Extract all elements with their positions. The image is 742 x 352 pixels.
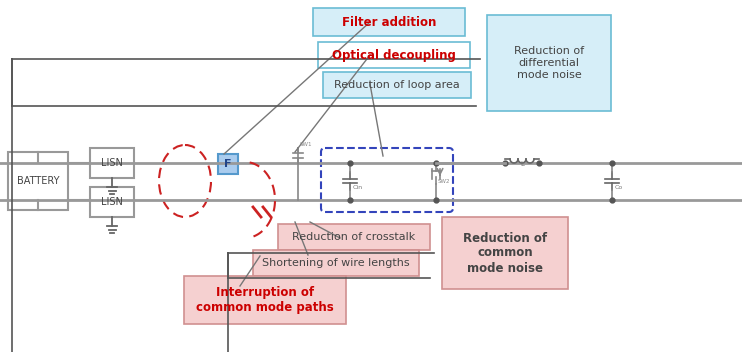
Text: L: L <box>520 161 524 167</box>
Text: Reduction of crosstalk: Reduction of crosstalk <box>292 232 416 242</box>
Text: Shortening of wire lengths: Shortening of wire lengths <box>262 258 410 268</box>
Text: Reduction of
differential
mode noise: Reduction of differential mode noise <box>514 46 584 80</box>
FancyBboxPatch shape <box>253 250 419 276</box>
Text: SW1: SW1 <box>300 142 312 147</box>
Text: Interruption of
common mode paths: Interruption of common mode paths <box>196 286 334 314</box>
FancyBboxPatch shape <box>8 152 68 210</box>
Text: BATTERY: BATTERY <box>17 176 59 186</box>
FancyBboxPatch shape <box>218 154 238 174</box>
FancyBboxPatch shape <box>278 224 430 250</box>
FancyBboxPatch shape <box>313 8 465 36</box>
FancyBboxPatch shape <box>442 217 568 289</box>
Text: LISN: LISN <box>101 197 123 207</box>
FancyBboxPatch shape <box>90 148 134 178</box>
Text: Filter addition: Filter addition <box>342 15 436 29</box>
Text: Co: Co <box>615 185 623 190</box>
Text: F: F <box>224 159 232 169</box>
FancyBboxPatch shape <box>323 72 471 98</box>
FancyBboxPatch shape <box>487 15 611 111</box>
Text: Reduction of loop area: Reduction of loop area <box>334 80 460 90</box>
Text: Optical decoupling: Optical decoupling <box>332 49 456 62</box>
FancyBboxPatch shape <box>318 42 470 68</box>
FancyBboxPatch shape <box>184 276 346 324</box>
Text: SW2: SW2 <box>438 179 450 184</box>
Text: Cin: Cin <box>353 185 363 190</box>
Text: LISN: LISN <box>101 158 123 168</box>
FancyBboxPatch shape <box>90 187 134 217</box>
Text: Reduction of
common
mode noise: Reduction of common mode noise <box>463 232 547 275</box>
